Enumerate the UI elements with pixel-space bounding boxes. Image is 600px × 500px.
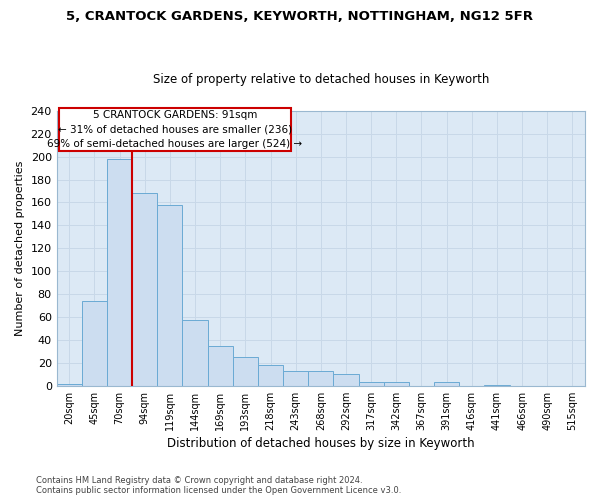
Y-axis label: Number of detached properties: Number of detached properties <box>15 160 25 336</box>
Bar <box>283 371 308 386</box>
Bar <box>82 301 107 386</box>
Bar <box>434 382 459 386</box>
Bar <box>182 320 208 386</box>
Bar <box>308 371 334 386</box>
Bar <box>359 382 384 386</box>
Bar <box>56 384 82 386</box>
Bar <box>484 384 509 386</box>
Bar <box>132 194 157 386</box>
Bar <box>107 159 132 386</box>
Bar <box>59 108 290 151</box>
Text: 5 CRANTOCK GARDENS: 91sqm
← 31% of detached houses are smaller (236)
69% of semi: 5 CRANTOCK GARDENS: 91sqm ← 31% of detac… <box>47 110 302 150</box>
Text: 5, CRANTOCK GARDENS, KEYWORTH, NOTTINGHAM, NG12 5FR: 5, CRANTOCK GARDENS, KEYWORTH, NOTTINGHA… <box>67 10 533 23</box>
Bar <box>157 205 182 386</box>
Bar <box>334 374 359 386</box>
Bar <box>258 365 283 386</box>
Text: Contains HM Land Registry data © Crown copyright and database right 2024.
Contai: Contains HM Land Registry data © Crown c… <box>36 476 401 495</box>
X-axis label: Distribution of detached houses by size in Keyworth: Distribution of detached houses by size … <box>167 437 475 450</box>
Bar <box>208 346 233 386</box>
Bar <box>384 382 409 386</box>
Bar <box>233 357 258 386</box>
Title: Size of property relative to detached houses in Keyworth: Size of property relative to detached ho… <box>152 73 489 86</box>
